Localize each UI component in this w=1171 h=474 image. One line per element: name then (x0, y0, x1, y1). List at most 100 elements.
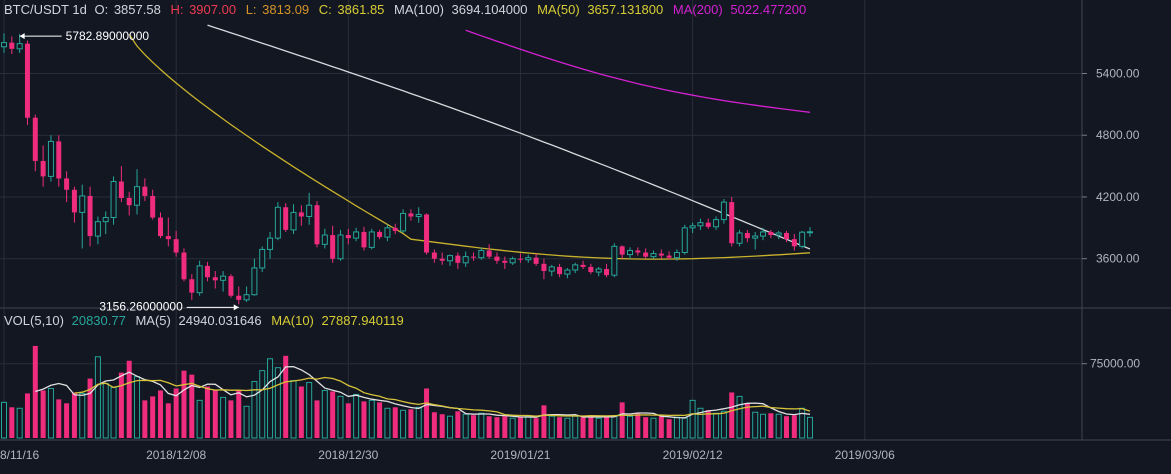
candle-body-down (142, 186, 148, 196)
candle-body-down (541, 263, 547, 272)
volume-bar-down (212, 389, 218, 438)
volume-bar-up (713, 412, 720, 439)
candle-body-up (736, 232, 743, 244)
time-tick-label: 2019/01/21 (490, 448, 550, 462)
volume-bar-down (541, 405, 547, 438)
volume-bar-up (564, 417, 571, 439)
volume-bar-down (517, 417, 523, 438)
volume-bar-down (408, 409, 414, 438)
candle-body-down (744, 232, 750, 239)
candle-body-up (79, 195, 86, 213)
volume-bar-down (580, 417, 586, 438)
annotation-arrowhead (19, 33, 25, 40)
volume-bar-down (643, 417, 649, 438)
volume-bar-down (298, 386, 304, 438)
ma200-line-path (465, 29, 811, 113)
volume-bar-down (705, 410, 711, 438)
candle-body-down (729, 202, 735, 244)
ma200-line (465, 29, 811, 113)
candle-body-down (126, 197, 132, 206)
price-tick-label: 3600.00 (1096, 252, 1140, 266)
candle-body-down (150, 195, 156, 218)
candle-body-down (431, 252, 437, 259)
candle-body-down (87, 195, 93, 237)
candle-body-down (314, 205, 320, 245)
volume-bar-down (158, 390, 163, 438)
candle-body-up (94, 221, 101, 237)
vol-ma5-label: MA(5) (135, 313, 170, 328)
candle-body-down (228, 276, 234, 296)
open-value: 3857.58 (114, 2, 161, 17)
volume-bar-down (126, 360, 132, 438)
volume-bar-down (439, 414, 445, 438)
volume-bar-down (424, 388, 430, 438)
candle-body-down (455, 255, 461, 263)
ma50-line (128, 34, 811, 260)
volume-bar-down (455, 411, 461, 438)
time-tick-label: 2018/12/30 (318, 448, 378, 462)
candle-body-down (212, 277, 218, 281)
candle-body-up (572, 264, 579, 271)
volume-bar-up (321, 389, 328, 439)
vol-ma10-value: 27887.940119 (322, 313, 404, 328)
candle-body-down (9, 42, 15, 49)
volume-bar-down (471, 415, 476, 438)
volume-bar-down (71, 392, 77, 438)
candle-body-up (509, 258, 516, 264)
candle-body-down (557, 266, 563, 275)
candle-body-down (791, 239, 797, 247)
candle-body-down (181, 252, 187, 280)
volume-bar-down (173, 388, 179, 438)
candle-body-up (760, 231, 767, 237)
volume-bar-down (666, 419, 672, 438)
candle-body-up (134, 186, 141, 206)
ma100-label: MA(100) (394, 2, 444, 17)
volume-bar-up (110, 386, 117, 439)
candle-body-up (650, 253, 657, 258)
candle-body-down (32, 117, 38, 161)
volume-bar-down (32, 345, 38, 438)
candle-body-down (588, 266, 594, 273)
volume-bar-down (40, 390, 46, 438)
candle-body-down (189, 279, 195, 293)
volume-bar-up (220, 396, 227, 439)
candle-body-down (165, 236, 171, 240)
vol-ma5-value: 24940.031646 (178, 313, 261, 328)
time-tick-label: 2019/02/12 (663, 448, 723, 462)
candle-body-down (635, 250, 641, 253)
volume-bar-up (102, 383, 109, 439)
volume-bar-up (274, 367, 281, 439)
candle-body-up (243, 294, 250, 301)
candle-body-down (619, 246, 625, 255)
candle-body-up (697, 222, 704, 227)
candle-body-up (689, 225, 696, 229)
candle-body-down (24, 43, 30, 118)
volume-bar-up (799, 407, 806, 439)
candle-body-down (517, 258, 523, 260)
candle-body-up (627, 249, 633, 256)
time-tick-label: 2018/12/08 (146, 448, 206, 462)
candle-body-down (424, 214, 430, 253)
candle-body-down (658, 253, 664, 256)
price-tick-label: 5400.00 (1096, 67, 1140, 81)
candle-body-down (768, 231, 774, 236)
axes: 3600.00 4200.00 4800.00 5400.00 75000.00 8/11… (0, 0, 1171, 462)
candle-body-up (673, 252, 680, 259)
candle-body-down (361, 231, 367, 248)
candle-body-up (251, 267, 258, 296)
volume-bar-down (791, 415, 797, 438)
volume-bar-up (447, 415, 454, 439)
volume-bar-down (431, 412, 437, 438)
volume-bar-up (290, 380, 297, 439)
volume-bar-up (673, 416, 680, 439)
volume-bar-up (548, 415, 555, 439)
candle-body-up (353, 231, 360, 239)
volume-bar-up (760, 413, 767, 439)
candle-body-down (71, 189, 77, 213)
volume-bar-up (681, 417, 688, 439)
volume-bar-up (752, 411, 759, 439)
volume-bar-up (525, 415, 532, 439)
candle-body-up (384, 227, 391, 238)
candle-body-up (752, 235, 759, 239)
